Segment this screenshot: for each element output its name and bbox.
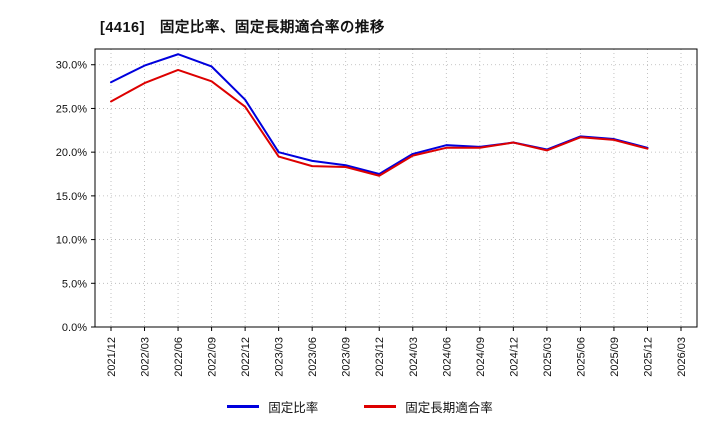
chart-title: [4416] 固定比率、固定長期適合率の推移 bbox=[100, 20, 385, 36]
legend-label-fixed-longterm-ratio: 固定長期適合率 bbox=[405, 401, 493, 415]
y-tick-label: 0.0% bbox=[62, 322, 87, 334]
y-tick-label: 5.0% bbox=[62, 278, 87, 290]
chart-legend: 固定比率 固定長期適合率 bbox=[0, 391, 720, 416]
x-tick-label: 2024/06 bbox=[441, 337, 453, 377]
x-tick-label: 2024/03 bbox=[408, 337, 420, 377]
x-tick-label: 2023/12 bbox=[374, 337, 386, 377]
x-tick-label: 2023/03 bbox=[274, 337, 286, 377]
y-tick-label: 25.0% bbox=[56, 103, 87, 115]
x-tick-label: 2025/12 bbox=[642, 337, 654, 377]
x-tick-label: 2023/06 bbox=[307, 337, 319, 377]
x-tick-label: 2022/03 bbox=[140, 337, 152, 377]
line-chart: 0.0% 5.0% 10.0% 15.0% 20.0% 25.0% 30.0% 2021/12… bbox=[56, 48, 698, 377]
legend-item-fixed-ratio: 固定比率 bbox=[227, 397, 318, 416]
x-tick-label: 2022/06 bbox=[173, 337, 185, 377]
x-tick-label: 2024/09 bbox=[475, 337, 487, 377]
legend-line-blue-icon bbox=[227, 405, 260, 408]
legend-line-red-icon bbox=[364, 405, 397, 408]
legend-item-fixed-longterm-ratio: 固定長期適合率 bbox=[364, 397, 493, 416]
y-tick-label: 30.0% bbox=[56, 60, 87, 72]
x-tick-label: 2022/09 bbox=[207, 337, 219, 377]
x-tick-label: 2022/12 bbox=[240, 337, 252, 377]
x-tick-label: 2025/09 bbox=[609, 337, 621, 377]
x-tick-label: 2025/03 bbox=[542, 337, 554, 377]
x-tick-label: 2023/09 bbox=[341, 337, 353, 377]
y-tick-label: 20.0% bbox=[56, 147, 87, 159]
plot-border bbox=[94, 48, 698, 328]
series-line-1 bbox=[110, 68, 649, 177]
y-tick-label: 15.0% bbox=[56, 191, 87, 203]
x-tick-label: 2026/03 bbox=[676, 337, 688, 377]
x-tick-label: 2021/12 bbox=[106, 337, 118, 377]
x-tick-label: 2025/06 bbox=[575, 337, 587, 377]
x-tick-label: 2024/12 bbox=[508, 337, 520, 377]
series-line-0 bbox=[110, 53, 649, 176]
legend-label-fixed-ratio: 固定比率 bbox=[268, 401, 319, 415]
y-tick-label: 10.0% bbox=[56, 235, 87, 247]
